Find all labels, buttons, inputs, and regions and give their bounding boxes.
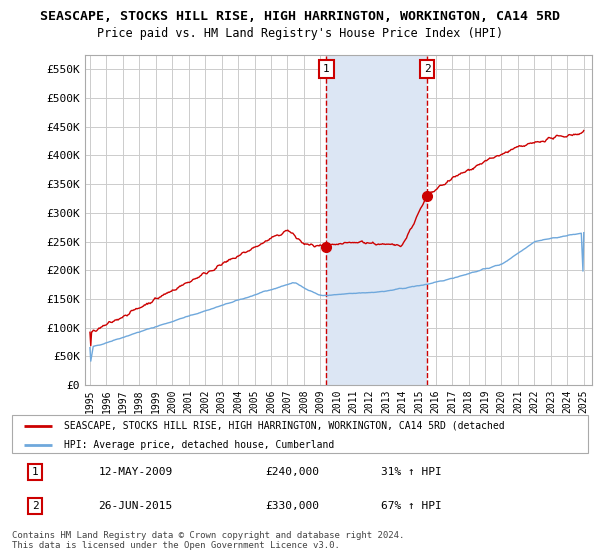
Text: 1: 1 xyxy=(323,64,330,74)
Text: 2: 2 xyxy=(32,501,38,511)
Text: SEASCAPE, STOCKS HILL RISE, HIGH HARRINGTON, WORKINGTON, CA14 5RD: SEASCAPE, STOCKS HILL RISE, HIGH HARRING… xyxy=(40,10,560,23)
Text: HPI: Average price, detached house, Cumberland: HPI: Average price, detached house, Cumb… xyxy=(64,440,334,450)
Text: 26-JUN-2015: 26-JUN-2015 xyxy=(98,501,173,511)
FancyBboxPatch shape xyxy=(12,415,588,453)
Text: 1: 1 xyxy=(32,467,38,477)
Text: Contains HM Land Registry data © Crown copyright and database right 2024.
This d: Contains HM Land Registry data © Crown c… xyxy=(12,531,404,550)
Text: 12-MAY-2009: 12-MAY-2009 xyxy=(98,467,173,477)
Text: Price paid vs. HM Land Registry's House Price Index (HPI): Price paid vs. HM Land Registry's House … xyxy=(97,27,503,40)
Text: 2: 2 xyxy=(424,64,431,74)
Text: 31% ↑ HPI: 31% ↑ HPI xyxy=(380,467,442,477)
Bar xyxy=(326,55,427,385)
Text: 67% ↑ HPI: 67% ↑ HPI xyxy=(380,501,442,511)
Text: SEASCAPE, STOCKS HILL RISE, HIGH HARRINGTON, WORKINGTON, CA14 5RD (detached: SEASCAPE, STOCKS HILL RISE, HIGH HARRING… xyxy=(64,421,505,431)
Text: £240,000: £240,000 xyxy=(265,467,319,477)
Text: £330,000: £330,000 xyxy=(265,501,319,511)
